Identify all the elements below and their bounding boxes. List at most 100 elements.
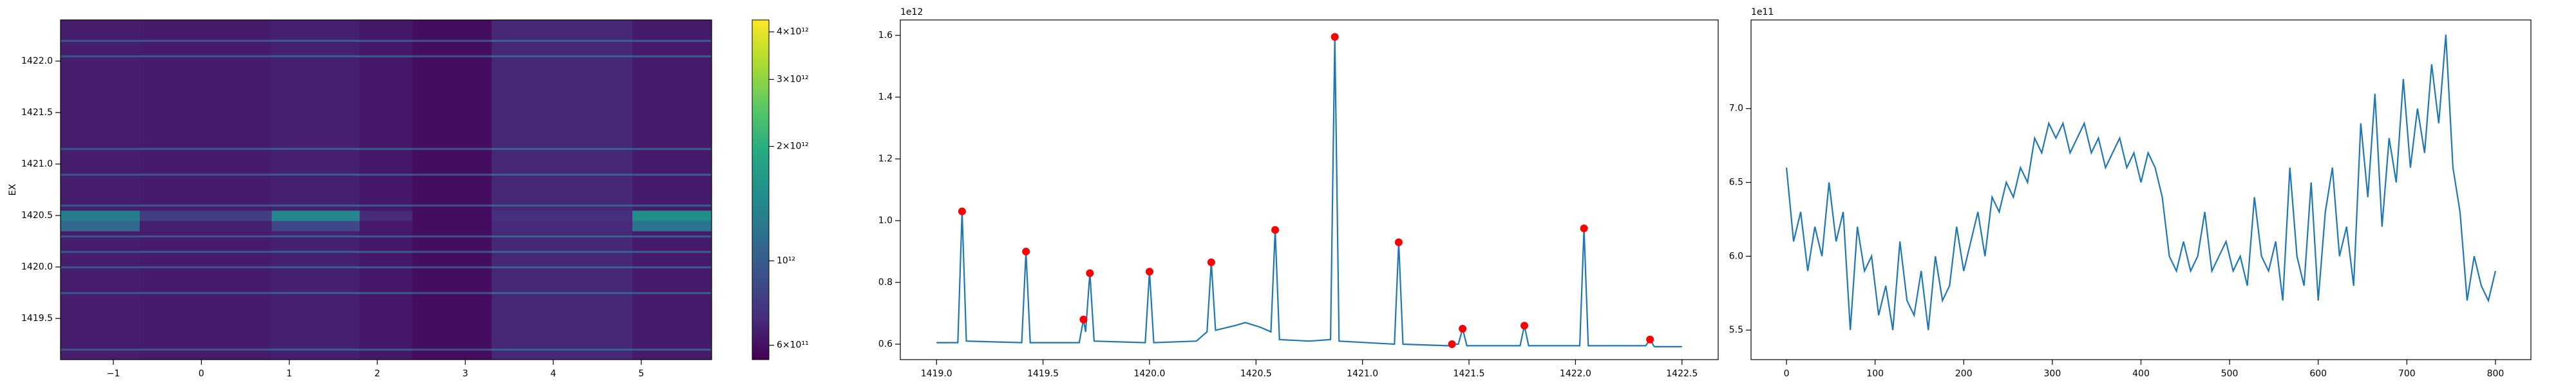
peak-marker xyxy=(1145,268,1153,276)
heatmap-cell xyxy=(491,149,633,174)
peak-marker xyxy=(1646,335,1654,344)
heatmap-cell xyxy=(61,221,140,232)
heatmap-cell xyxy=(412,221,492,232)
heatmap-cell xyxy=(271,235,361,238)
heatmap-cell xyxy=(271,231,361,235)
x-tick-label: 1420.5 xyxy=(1240,369,1272,379)
heatmap-cell xyxy=(359,55,413,58)
heatmap-cell xyxy=(412,206,492,211)
heatmap-cell xyxy=(412,147,492,151)
heatmap-cell xyxy=(632,221,712,232)
colorbar-tick-label: 4×10¹² xyxy=(777,27,809,37)
heatmap-cell xyxy=(632,235,712,238)
x-tick-label: 1422.0 xyxy=(1560,369,1591,379)
heatmap-cell xyxy=(359,231,413,235)
x-tick-label: 1422.5 xyxy=(1666,369,1698,379)
heatmap-cell xyxy=(359,20,413,40)
peak-marker xyxy=(1394,238,1403,246)
heatmap-cell xyxy=(359,41,413,55)
heatmap-cell xyxy=(412,173,492,176)
heatmap-cell xyxy=(139,149,272,174)
heatmap-cell xyxy=(61,55,140,58)
x-tick-label: 3 xyxy=(462,369,468,379)
heatmap-cell xyxy=(491,20,633,40)
heatmap-cell xyxy=(359,348,413,351)
x-tick-label: 1421.5 xyxy=(1454,369,1485,379)
heatmap-cell xyxy=(271,252,361,266)
heatmap-cell xyxy=(412,149,492,174)
heatmap-cell xyxy=(61,175,140,205)
heatmap-cell xyxy=(491,175,633,205)
heatmap-cell xyxy=(412,231,492,235)
colorbar-tick-label: 3×10¹² xyxy=(777,74,809,84)
heatmap-cell xyxy=(632,348,712,351)
heatmap-cell xyxy=(632,237,712,251)
heatmap-cell xyxy=(139,291,272,295)
heatmap-cell xyxy=(491,252,633,266)
peak-marker xyxy=(1331,33,1339,41)
heatmap-cell xyxy=(271,175,361,205)
heatmap-cell xyxy=(139,348,272,351)
peak-marker xyxy=(1520,322,1529,330)
heatmap-cell xyxy=(139,210,272,221)
heatmap-cell xyxy=(359,206,413,211)
y-axis-label: EX xyxy=(8,183,18,196)
colorbar-tick-label: 6×10¹¹ xyxy=(777,340,809,351)
heatmap-cell xyxy=(491,268,633,292)
x-tick-label: 1419.0 xyxy=(921,369,952,379)
heatmap-cell xyxy=(632,149,712,174)
colorbar-tick-label: 10¹² xyxy=(777,256,795,266)
x-tick-label: 600 xyxy=(2309,369,2327,379)
heatmap-cell xyxy=(412,55,492,58)
heatmap-cell xyxy=(359,221,413,232)
heatmap-cell xyxy=(139,231,272,235)
heatmap-cell xyxy=(139,206,272,211)
heatmap-cell xyxy=(412,252,492,266)
heatmap-cell xyxy=(61,250,140,253)
heatmap-cell xyxy=(412,39,492,42)
heatmap-cell xyxy=(632,41,712,55)
heatmap-cell xyxy=(139,221,272,232)
heatmap-cell xyxy=(359,204,413,207)
y-tick-label: 0.6 xyxy=(878,339,893,349)
heatmap-cell xyxy=(632,57,712,148)
heatmap-cell xyxy=(359,175,413,205)
heatmap-cell xyxy=(412,204,492,207)
heatmap-cell xyxy=(412,291,492,295)
heatmap-cell xyxy=(491,206,633,211)
heatmap-cell xyxy=(632,268,712,292)
heatmap-cell xyxy=(412,293,492,349)
heatmap-cell xyxy=(61,204,140,207)
heatmap-cell xyxy=(271,291,361,295)
heatmap-cell xyxy=(271,210,361,221)
heatmap-cell xyxy=(491,41,633,55)
x-tick-label: 4 xyxy=(551,369,556,379)
heatmap-cell xyxy=(491,250,633,253)
heatmap-cell xyxy=(491,55,633,58)
x-tick-label: 1 xyxy=(287,369,292,379)
heatmap-cell xyxy=(491,235,633,238)
peak-marker xyxy=(1207,258,1215,266)
heatmap-cell xyxy=(412,20,492,40)
heatmap-cell xyxy=(271,39,361,42)
x-tick-label: 800 xyxy=(2487,369,2505,379)
heatmap-cell xyxy=(139,293,272,349)
x-tick-label: 1420.0 xyxy=(1133,369,1165,379)
heatmap-cell xyxy=(139,41,272,55)
heatmap-cell xyxy=(271,250,361,253)
heatmap-cell xyxy=(271,350,361,360)
heatmap-cell xyxy=(139,350,272,360)
heatmap-cell xyxy=(271,20,361,40)
heatmap-cell xyxy=(139,57,272,148)
colorbar-tick-label: 2×10¹² xyxy=(777,142,809,152)
heatmap-cell xyxy=(491,147,633,151)
heatmap-cell xyxy=(491,266,633,269)
heatmap-cell xyxy=(632,291,712,295)
heatmap-cell xyxy=(412,57,492,148)
heatmap-cell xyxy=(271,293,361,349)
heatmap-cell xyxy=(632,173,712,176)
axes-frame xyxy=(1750,19,2532,360)
heatmap-cell xyxy=(61,20,140,40)
heatmap-cell xyxy=(139,268,272,292)
